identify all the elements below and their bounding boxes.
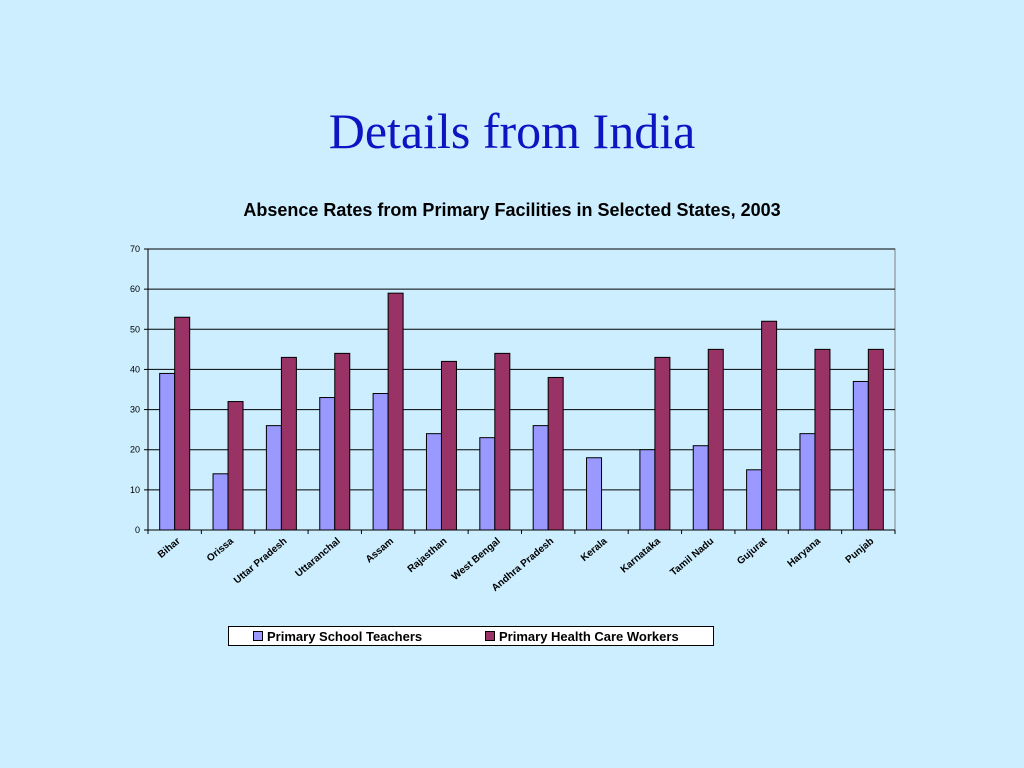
y-tick-label: 60 xyxy=(130,284,140,294)
bar-teachers xyxy=(639,449,656,531)
bar-health-workers xyxy=(814,348,831,531)
bar-teachers xyxy=(692,445,709,531)
y-tick-label: 70 xyxy=(130,244,140,254)
bar-health-workers xyxy=(654,356,671,531)
bar-teachers xyxy=(586,457,603,531)
bar-teachers xyxy=(212,473,229,531)
legend-item-teachers: Primary School Teachers xyxy=(253,629,422,644)
x-tick-label: Gujurat xyxy=(735,535,770,567)
bar-teachers xyxy=(852,380,869,531)
y-tick-label: 10 xyxy=(130,485,140,495)
bar-health-workers xyxy=(707,348,724,531)
y-tick-label: 0 xyxy=(135,525,140,535)
bar-health-workers xyxy=(494,352,511,531)
legend-swatch-teachers xyxy=(253,631,263,641)
x-tick-label: Uttar Pradesh xyxy=(232,536,289,587)
x-tick-label: Uttaranchal xyxy=(293,536,342,580)
bar-teachers xyxy=(425,433,442,531)
bar-teachers xyxy=(159,372,176,531)
chart-title: Absence Rates from Primary Facilities in… xyxy=(243,200,781,220)
x-tick-label: Punjab xyxy=(844,536,877,566)
x-tick-label: Kerala xyxy=(579,536,610,564)
bar-teachers xyxy=(372,393,389,531)
bar-teachers xyxy=(319,397,336,531)
bar-teachers xyxy=(799,433,816,531)
bar-health-workers xyxy=(227,401,244,531)
y-tick-label: 30 xyxy=(130,405,140,415)
x-tick-label: Haryana xyxy=(786,536,824,570)
bar-teachers xyxy=(746,469,763,531)
legend-swatch-health-workers xyxy=(485,631,495,641)
y-tick-label: 50 xyxy=(130,324,140,334)
bar-teachers xyxy=(532,425,549,531)
slide-title: Details from India xyxy=(328,103,696,159)
x-tick-label: Orissa xyxy=(205,536,236,565)
legend-label-teachers: Primary School Teachers xyxy=(267,629,423,644)
plot-area xyxy=(147,248,896,531)
chart-legend: Primary School Teachers Primary Health C… xyxy=(228,626,714,646)
legend-item-health-workers: Primary Health Care Workers xyxy=(485,629,679,644)
legend-label-health-workers: Primary Health Care Workers xyxy=(499,629,679,644)
bar-health-workers xyxy=(280,356,297,531)
bar-health-workers xyxy=(387,292,404,531)
bar-health-workers xyxy=(334,352,351,531)
bar-health-workers xyxy=(547,376,564,531)
x-tick-label: West Bengal xyxy=(450,536,503,583)
bar-health-workers xyxy=(867,348,884,531)
bar-health-workers xyxy=(174,316,191,531)
y-tick-label: 20 xyxy=(130,445,140,455)
x-tick-label: Rajasthan xyxy=(406,536,450,575)
bar-teachers xyxy=(479,437,496,531)
x-tick-label: Karnataka xyxy=(619,536,663,576)
y-tick-label: 40 xyxy=(130,364,140,374)
x-tick-label: Bihar xyxy=(156,536,183,561)
bar-teachers xyxy=(265,425,282,531)
x-tick-label: Tamil Nadu xyxy=(668,536,716,579)
x-tick-label: Assam xyxy=(364,536,396,566)
bar-health-workers xyxy=(440,360,457,531)
bar-health-workers xyxy=(761,320,778,531)
